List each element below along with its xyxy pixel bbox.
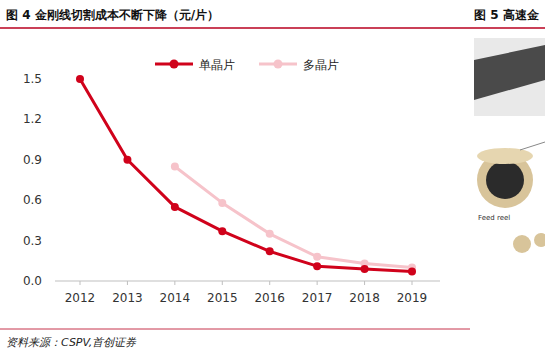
y-tick-label: 0.6 [23,193,42,207]
x-tick [364,281,365,285]
series-marker [266,230,274,238]
series-marker [313,253,321,261]
y-tick-label: 1.2 [23,112,42,126]
photo-small-reel [513,235,531,253]
x-tick-label: 2015 [207,291,238,305]
x-tick [127,281,128,285]
series-marker [361,265,369,273]
x-tick-label: 2013 [112,291,143,305]
x-tick-label: 2018 [349,291,380,305]
photo-wire-line [520,142,545,150]
page: 图 4 金刚线切割成本不断下降（元/片） 0.0 0.3 0.6 0.9 1.2 1.5 20… [0,0,545,353]
series-line [80,79,412,272]
series-marker [313,262,321,270]
x-tick [174,281,175,285]
y-tick [44,200,47,201]
figure-title: 图 4 金刚线切割成本不断下降（元/片） [6,8,219,22]
x-tick [222,281,223,285]
x-tick-label: 2014 [160,291,191,305]
series-marker [266,247,274,255]
series-marker [408,268,416,276]
series-marker [218,227,226,235]
photo-small-reel [534,233,545,247]
y-tick [44,281,47,282]
series-marker [218,199,226,207]
y-tick [44,240,47,241]
x-tick-label: 2016 [254,291,285,305]
photo-wire [474,38,545,116]
legend-label: 单晶片 [199,58,235,72]
footer-rule [0,329,470,330]
source: 资料来源：CSPV,首创证券 [6,336,137,349]
photo-reel-top [477,148,533,164]
y-tick-label: 0.0 [23,274,42,288]
x-tick-label: 2017 [302,291,333,305]
legend-label: 多晶片 [303,58,339,72]
series-line [175,167,412,268]
side-figure-title: 图 5 高速金 [474,8,540,22]
y-tick [44,159,47,160]
series-marker [171,203,179,211]
x-tick [317,281,318,285]
y-tick-label: 0.3 [23,234,42,248]
header-rule [0,27,545,29]
photo-reel-core [486,161,524,199]
y-tick-label: 0.9 [23,153,42,167]
plot-marks [76,75,416,276]
x-axis [55,281,440,282]
series-marker [76,75,84,83]
photo-label: Feed reel [478,214,510,222]
x-tick [412,281,413,285]
photo-wire-band [474,45,545,100]
series-marker [171,163,179,171]
x-tick [80,281,81,285]
series-marker [123,156,131,164]
y-tick [44,79,47,80]
y-tick-label: 1.5 [23,72,42,86]
x-tick [269,281,270,285]
legend-marker [170,60,179,69]
y-tick [44,119,47,120]
x-tick-label: 2019 [397,291,428,305]
legend-marker [274,60,283,69]
x-tick-label: 2012 [65,291,96,305]
